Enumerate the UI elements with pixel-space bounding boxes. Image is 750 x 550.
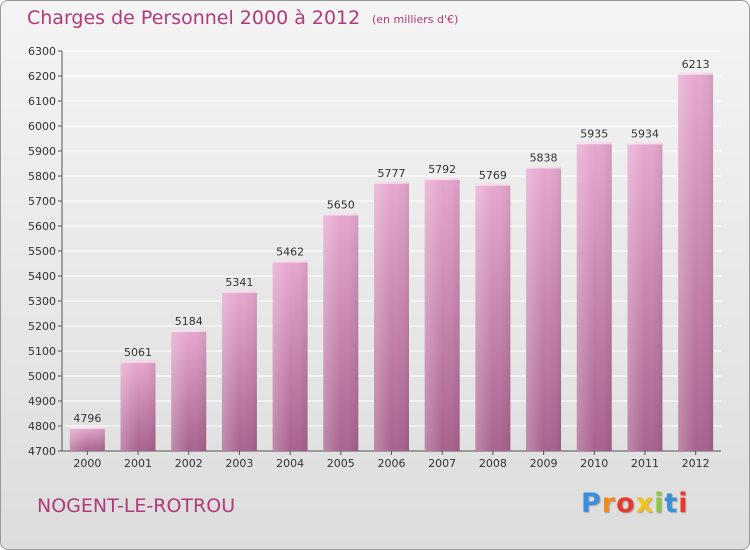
axes: 4700 4800 4900 5000 5100 5200 5300 5400 5500 5600… (28, 45, 721, 470)
data-label: 4796 (73, 412, 101, 425)
bar-highlight (475, 183, 511, 186)
logo-letter: i (654, 488, 665, 519)
bar-shade (171, 330, 207, 451)
y-tick-label: 5300 (28, 295, 56, 308)
bar-highlight (627, 142, 663, 145)
data-label: 5650 (327, 199, 355, 212)
bar-shade (627, 142, 663, 451)
y-tick-label: 6200 (28, 70, 56, 83)
x-tick-label: 2001 (124, 457, 152, 470)
proxiti-logo: Proxiti (581, 488, 689, 519)
bar-highlight (678, 72, 714, 75)
x-tick-label: 2006 (378, 457, 406, 470)
data-labels: 4796 5061 5184 5341 5462 5650 5777 5792 5769 5838… (73, 58, 709, 425)
bar-shade (374, 181, 409, 451)
bar-shade (576, 142, 612, 451)
y-tick-label: 4700 (28, 445, 56, 458)
bar-shade (678, 72, 714, 451)
x-tick-label: 2002 (175, 457, 203, 470)
data-label: 6213 (682, 58, 710, 71)
bar-highlight (526, 166, 562, 169)
y-tick-label: 5500 (28, 245, 56, 258)
y-tick-label: 6000 (28, 120, 56, 133)
x-tick-label: 2007 (428, 457, 456, 470)
data-label: 5934 (631, 128, 659, 141)
logo-letter: o (616, 488, 636, 519)
bar-shade (424, 178, 460, 451)
logo-letter: r (601, 488, 617, 519)
chart-title: Charges de Personnel 2000 à 2012 (27, 7, 361, 29)
data-label: 5838 (530, 152, 558, 165)
data-label: 5935 (580, 127, 608, 140)
y-tick-label: 5100 (28, 345, 56, 358)
bar-shade (323, 213, 359, 451)
data-label: 5792 (428, 163, 456, 176)
x-tick-label: 2009 (530, 457, 558, 470)
x-tick-label: 2000 (73, 457, 101, 470)
y-tick-label: 5000 (28, 370, 56, 383)
x-tick-label: 2008 (479, 457, 507, 470)
logo-letter: P (581, 488, 602, 519)
bar-shade (69, 427, 105, 451)
x-tick-label: 2011 (631, 457, 659, 470)
y-tick-label: 5900 (28, 145, 56, 158)
bar-shade (475, 183, 511, 451)
logo-letter: t (664, 488, 679, 519)
bars (69, 72, 714, 451)
bar-highlight (221, 290, 257, 293)
y-tick-label: 4900 (28, 395, 56, 408)
x-tick-label: 2012 (682, 457, 710, 470)
y-tick-label: 6100 (28, 95, 56, 108)
bar-highlight (69, 427, 105, 429)
bar-highlight (120, 360, 156, 363)
bar-shade (526, 166, 562, 451)
bar-highlight (171, 330, 207, 332)
y-tick-label: 5200 (28, 320, 56, 333)
chart-subtitle: (en milliers d'€) (372, 13, 459, 26)
y-tick-label: 5400 (28, 270, 56, 283)
y-tick-label: 5700 (28, 195, 56, 208)
bar-shade (120, 360, 156, 451)
bar-shade (272, 260, 308, 451)
data-label: 5184 (175, 315, 203, 328)
bar-highlight (424, 178, 460, 180)
bar-highlight (323, 213, 359, 216)
x-tick-label: 2010 (580, 457, 608, 470)
data-label: 5341 (225, 276, 253, 289)
x-tick-label: 2005 (327, 457, 355, 470)
bar-highlight (374, 181, 409, 184)
data-label: 5777 (378, 167, 406, 180)
bar-shade (221, 290, 257, 451)
logo-letter: x (635, 488, 655, 519)
data-label: 5769 (479, 169, 507, 182)
bar-highlight (576, 142, 612, 145)
x-tick-label: 2004 (276, 457, 304, 470)
city-name: NOGENT-LE-ROTROU (37, 495, 236, 517)
logo-letter: i (678, 488, 689, 519)
bar-highlight (272, 260, 308, 263)
data-label: 5462 (276, 246, 304, 259)
x-tick-label: 2003 (225, 457, 253, 470)
y-tick-label: 6300 (28, 45, 56, 58)
y-tick-label: 5800 (28, 170, 56, 183)
y-tick-label: 5600 (28, 220, 56, 233)
y-tick-label: 4800 (28, 420, 56, 433)
data-label: 5061 (124, 346, 152, 359)
